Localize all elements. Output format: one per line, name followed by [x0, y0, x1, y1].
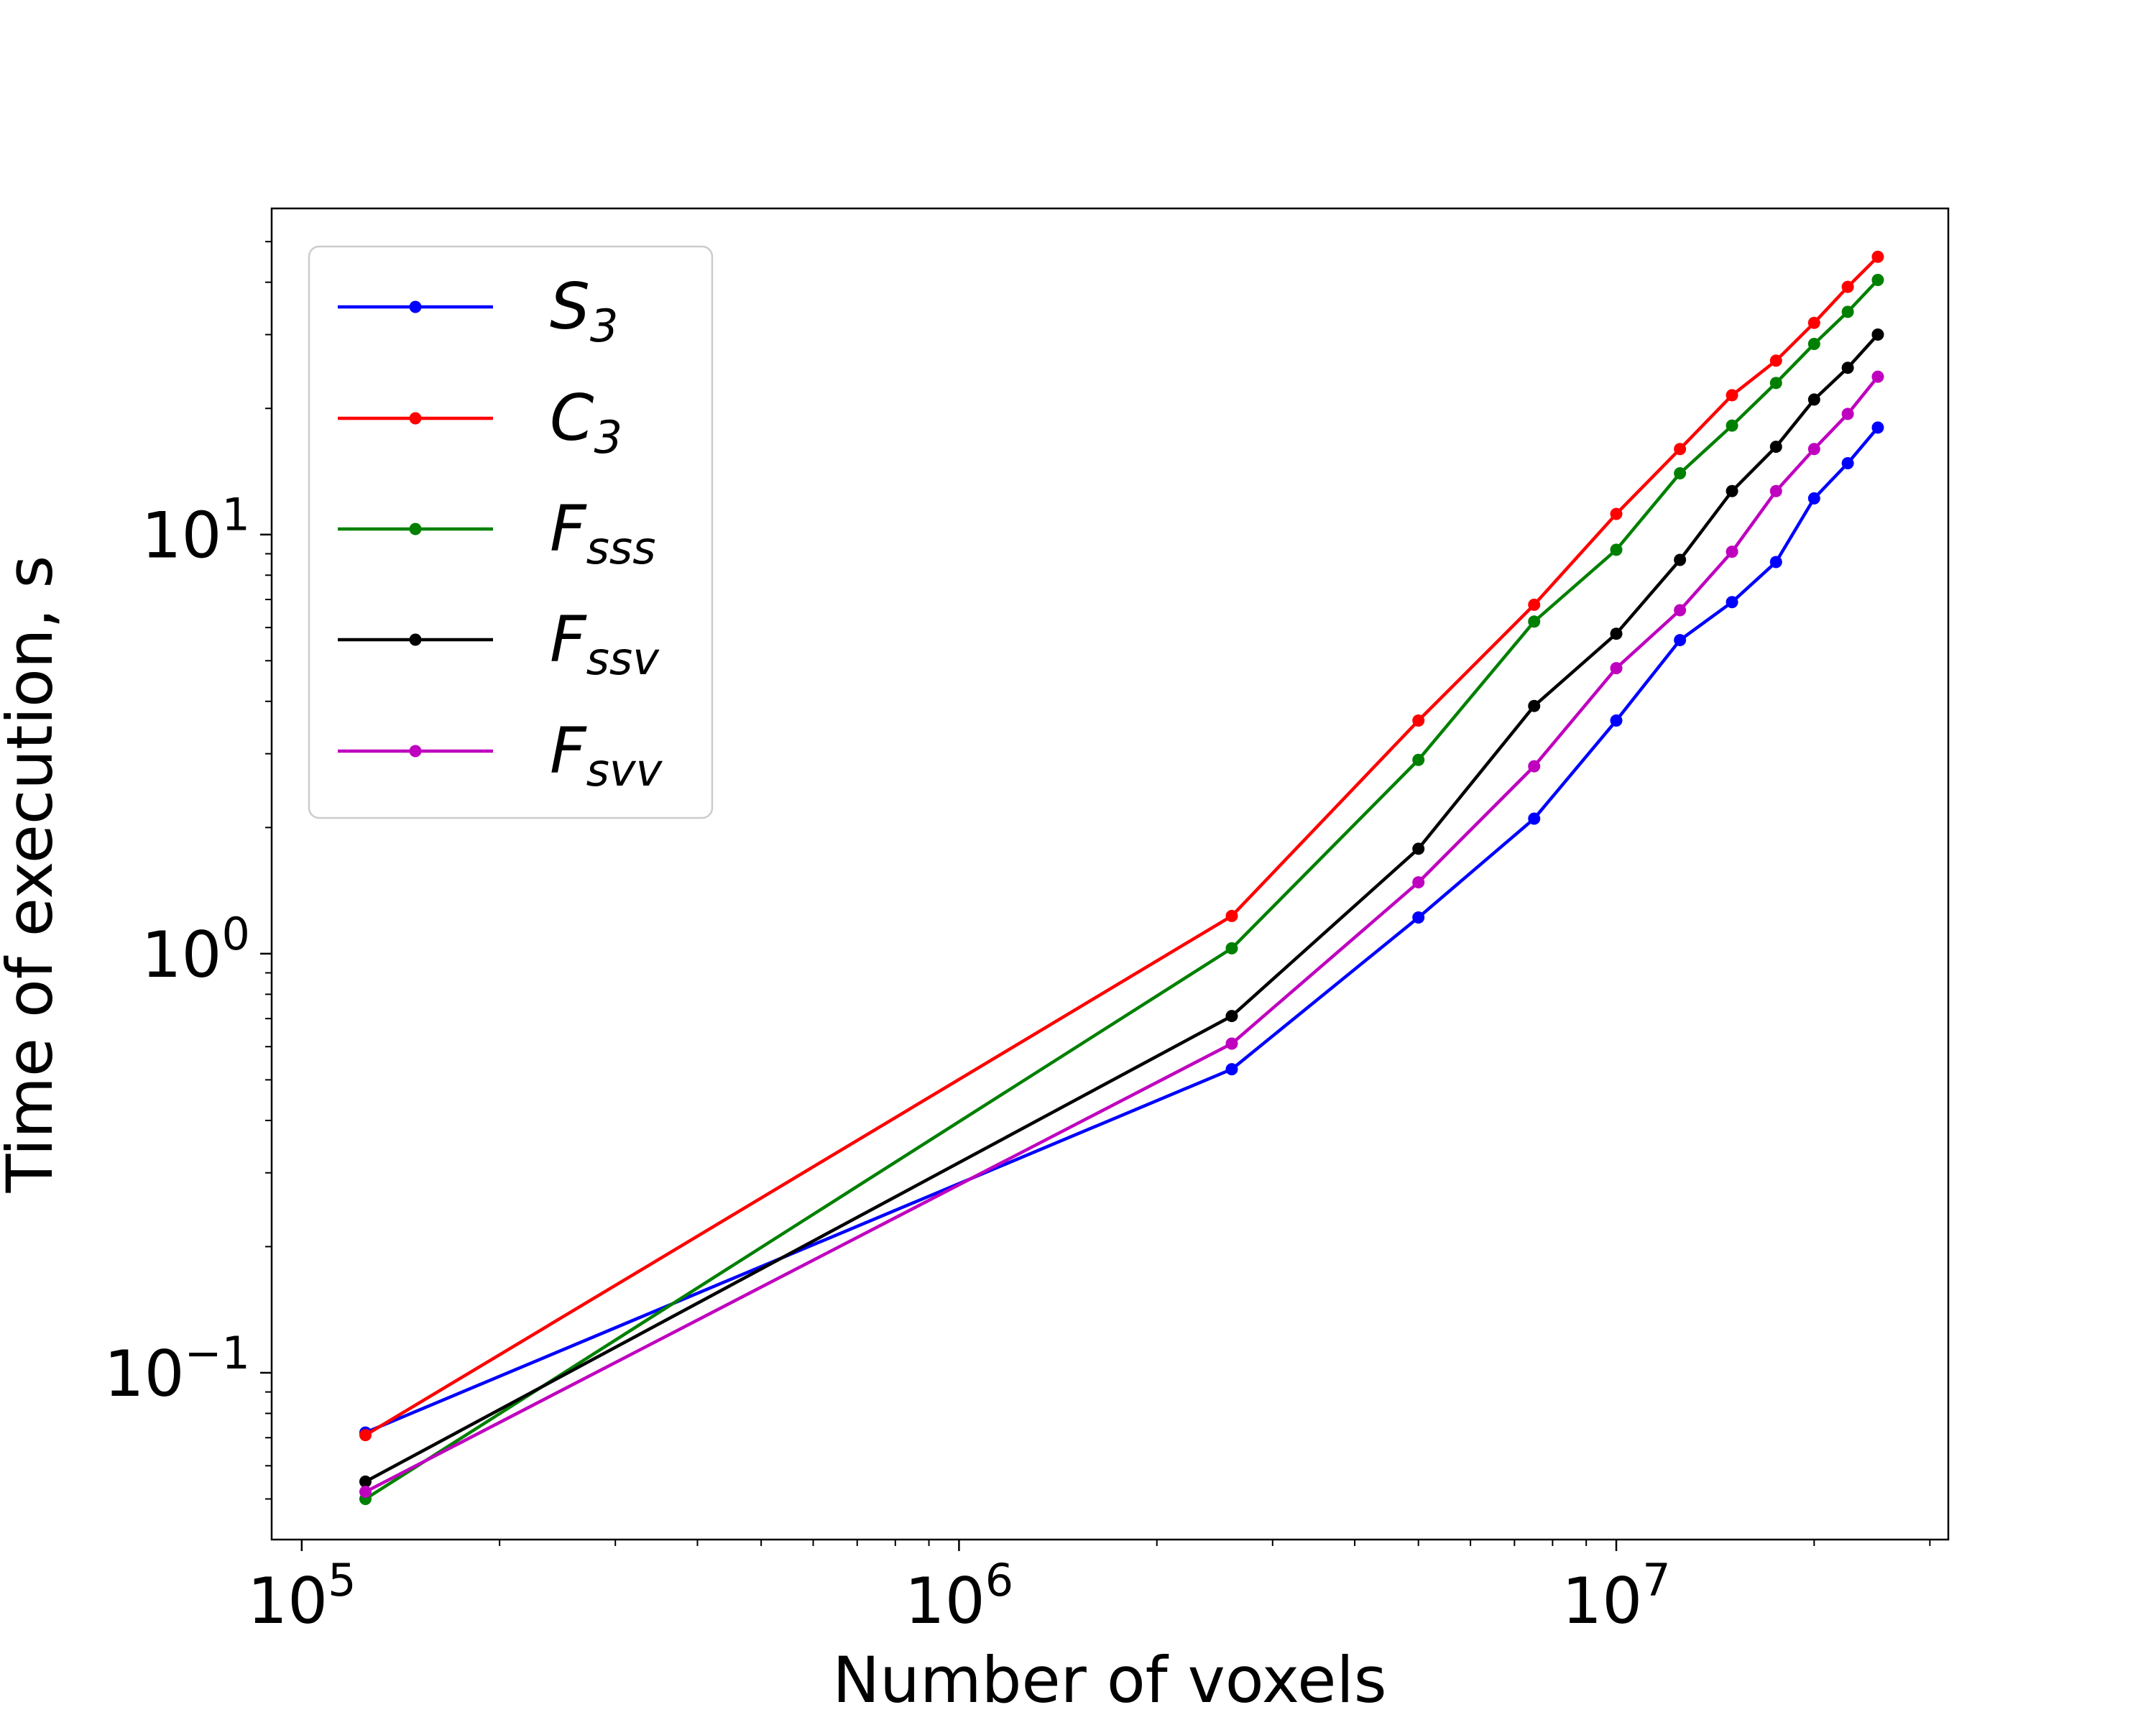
y-tick-exponent: 0: [222, 908, 250, 960]
legend-marker: [409, 412, 422, 425]
series-layer: [359, 250, 1884, 1505]
data-point: [1674, 634, 1687, 647]
data-point: [1871, 250, 1884, 263]
data-point: [1769, 377, 1782, 390]
x-tick-exponent: 6: [985, 1554, 1013, 1606]
data-point: [1871, 370, 1884, 383]
data-point: [1726, 596, 1738, 609]
series-f-svv: [359, 370, 1884, 1499]
data-point: [1412, 842, 1425, 855]
data-point: [1225, 1010, 1238, 1023]
data-point: [1807, 338, 1820, 351]
series-s-3: [359, 421, 1884, 1439]
data-point: [1225, 909, 1238, 922]
data-point: [1674, 553, 1687, 566]
legend-label: S3: [550, 270, 618, 352]
legend-label-subscript: sss: [586, 522, 656, 574]
data-point: [1769, 354, 1782, 367]
series-f-ssv: [359, 328, 1884, 1488]
data-point: [1841, 456, 1854, 469]
data-point: [1807, 492, 1820, 505]
data-point: [1610, 627, 1623, 640]
data-point: [359, 1475, 372, 1488]
data-point: [1610, 662, 1623, 675]
data-point: [1807, 316, 1820, 329]
y-tick-exponent: 1: [222, 489, 250, 541]
data-point: [1225, 942, 1238, 954]
y-tick-exponent: −1: [185, 1327, 250, 1379]
legend-marker: [409, 745, 422, 758]
plot-area-frame: [270, 207, 1950, 1541]
data-point: [1674, 443, 1687, 456]
data-point: [1610, 714, 1623, 727]
major-ticks: [260, 533, 1618, 1551]
legend-label-subscript: svv: [586, 744, 663, 796]
data-point: [1225, 1037, 1238, 1050]
data-point: [1769, 441, 1782, 454]
data-point: [1871, 421, 1884, 434]
x-tick-exponent: 5: [328, 1554, 356, 1606]
data-point: [359, 1429, 372, 1442]
data-point: [1726, 419, 1738, 432]
x-axis-label: Number of voxels: [832, 1643, 1386, 1717]
data-point: [1674, 467, 1687, 480]
y-axis-label: Time of execution, s: [0, 556, 67, 1194]
x-tick-exponent: 7: [1642, 1554, 1670, 1606]
data-point: [1528, 615, 1541, 628]
data-point: [1412, 714, 1425, 727]
legend-label-subscript: 3: [594, 411, 622, 464]
data-point: [1225, 1063, 1238, 1076]
legend-label-subscript: ssv: [586, 632, 660, 685]
data-point: [1528, 760, 1541, 773]
data-point: [1528, 598, 1541, 611]
legend-marker: [409, 300, 422, 313]
series-c-3: [359, 250, 1884, 1442]
series-f-sss: [359, 274, 1884, 1505]
legend-box: [308, 245, 714, 819]
data-point: [1726, 546, 1738, 558]
data-point: [1769, 556, 1782, 569]
legend-label-subscript: 3: [590, 300, 618, 352]
y-tick-label: 100: [142, 908, 250, 992]
data-point: [1871, 328, 1884, 341]
data-point: [1610, 507, 1623, 520]
minor-ticks: [265, 241, 1931, 1546]
data-point: [1769, 484, 1782, 497]
data-point: [1412, 753, 1425, 766]
data-point: [1841, 305, 1854, 318]
data-point: [1610, 543, 1623, 556]
data-point: [1841, 362, 1854, 374]
data-point: [1807, 443, 1820, 456]
data-point: [1841, 280, 1854, 293]
data-point: [1726, 389, 1738, 402]
data-point: [1841, 408, 1854, 420]
data-point: [1726, 484, 1738, 497]
legend-marker: [409, 633, 422, 646]
data-point: [359, 1486, 372, 1499]
y-tick-label: 101: [142, 489, 250, 573]
data-point: [1674, 604, 1687, 617]
legend-entry: S3: [338, 270, 618, 352]
data-point: [1412, 911, 1425, 924]
data-point: [1528, 812, 1541, 825]
data-point: [1807, 393, 1820, 406]
data-point: [1412, 876, 1425, 889]
data-point: [1528, 699, 1541, 712]
legend-marker: [409, 523, 422, 535]
data-point: [1871, 274, 1884, 287]
